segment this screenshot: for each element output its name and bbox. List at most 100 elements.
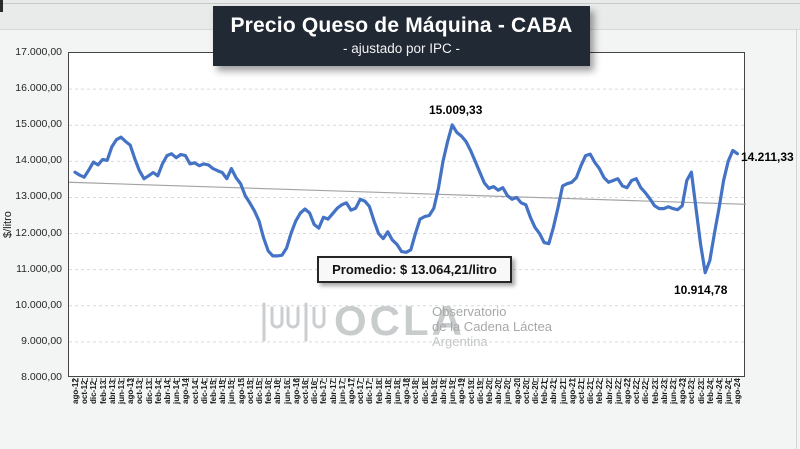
- x-axis-tick-label: dic-13: [144, 380, 154, 404]
- x-axis-tick-label: dic-20: [531, 380, 540, 404]
- x-axis-tick-label: oct-17: [356, 380, 366, 404]
- y-axis-tick-label: 10.000,00: [15, 298, 62, 311]
- y-axis-tick-label: 8.000,00: [21, 371, 62, 383]
- ocla-acronym: OCLA: [334, 297, 465, 344]
- x-axis-tick-label: oct-12: [80, 380, 90, 404]
- average-callout-text: Promedio: $ 13.064,21/litro: [332, 262, 497, 277]
- x-axis-tick-label: ago-22: [623, 378, 632, 404]
- x-axis-tick-label: oct-20: [521, 380, 531, 404]
- x-axis-tick-label: abr-15: [218, 379, 228, 404]
- x-axis-tick-label: jun-23: [669, 380, 678, 404]
- x-axis-tick-label: dic-22: [641, 380, 651, 404]
- x-axis-tick-label: dic-21: [586, 380, 596, 404]
- x-axis-tick-label: jun-17: [337, 380, 347, 404]
- x-axis-tick-label: ago-19: [457, 378, 467, 404]
- x-axis-tick-label: feb-14: [153, 380, 163, 404]
- x-axis-tick-label: feb-24: [705, 380, 715, 404]
- y-axis-tick-label: 13.000,00: [15, 190, 62, 203]
- x-axis-tick-label: abr-22: [604, 379, 614, 404]
- x-axis-tick-label: dic-18: [420, 380, 430, 404]
- y-axis-tick-label: 17.000,00: [15, 46, 62, 58]
- right-edge-line: [796, 30, 797, 449]
- x-axis-tick-label: feb-17: [319, 380, 329, 404]
- x-axis-tick-label: feb-20: [485, 380, 494, 404]
- x-axis-tick-label: oct-18: [411, 380, 421, 404]
- x-axis-tick-label: feb-18: [374, 380, 384, 404]
- x-axis-tick-label: feb-16: [264, 380, 274, 404]
- ocla-caption: Observatorio de la Cadena Láctea Argenti…: [432, 304, 552, 349]
- top-edge-line: [0, 3, 800, 4]
- x-axis-tick-label: abr-23: [659, 379, 669, 404]
- x-axis-tick-label: ago-14: [181, 378, 191, 404]
- x-axis-tick-label: jun-15: [227, 380, 237, 404]
- y-axis-tick-label: 12.000,00: [15, 226, 62, 239]
- y-axis-tick-label: 14.000,00: [15, 154, 62, 167]
- x-axis-tick-label: oct-21: [577, 380, 586, 404]
- x-axis-tick-label: abr-24: [715, 379, 724, 404]
- x-axis-tick-label: oct-16: [301, 380, 310, 404]
- x-axis-tick-label: oct-14: [190, 380, 200, 404]
- corner-artifact: [0, 0, 3, 12]
- chart-title: Precio Queso de Máquina - CABA: [230, 14, 573, 37]
- ocla-caption-line3: Argentina: [432, 334, 488, 349]
- min-value-label: 10.914,78: [674, 283, 728, 297]
- y-axis-tick-label: 16.000,00: [15, 82, 62, 95]
- x-axis-tick-label: abr-16: [273, 379, 283, 404]
- x-axis-tick-label: jun-18: [393, 380, 402, 404]
- x-axis-tick-label: feb-19: [429, 380, 439, 404]
- x-axis-tick-label: abr-20: [494, 379, 504, 404]
- x-axis-tick-marks: [73, 378, 737, 382]
- x-axis-tick-label: feb-13: [98, 380, 108, 404]
- x-axis-tick-label: oct-23: [687, 380, 697, 404]
- x-axis-tick-label: oct-13: [135, 380, 145, 404]
- x-axis-tick-label: jun-16: [282, 380, 292, 404]
- x-axis-tick-label: abr-14: [163, 379, 172, 404]
- x-axis-tick-label: ago-17: [347, 378, 356, 404]
- x-axis-tick-label: abr-13: [107, 379, 117, 404]
- x-axis-tick-label: jun-14: [172, 380, 182, 404]
- chart-title-box: Precio Queso de Máquina - CABA - ajustad…: [213, 6, 590, 66]
- x-axis-tick-label: abr-17: [328, 379, 338, 404]
- ocla-caption-line1: Observatorio: [432, 304, 507, 319]
- x-axis-tick-label: abr-19: [439, 379, 448, 404]
- x-axis-tick-label: ago-16: [291, 378, 301, 404]
- x-axis-tick-label: dic-14: [199, 380, 209, 404]
- average-callout-box: Promedio: $ 13.064,21/litro: [317, 256, 512, 283]
- ocla-watermark: OCLA Observatorio de la Cadena Láctea Ar…: [260, 298, 560, 354]
- x-axis-tick-label: ago-12: [71, 378, 80, 404]
- y-axis-tick-label: 15.000,00: [15, 118, 62, 131]
- x-axis-tick-label: ago-23: [678, 378, 688, 404]
- y-axis-tick-label: 11.000,00: [16, 262, 62, 275]
- x-axis-tick-label: jun-21: [558, 380, 568, 404]
- x-axis-tick-label: dic-12: [89, 380, 99, 404]
- price-line: [73, 123, 740, 275]
- x-axis-tick-label: ago-15: [236, 378, 246, 404]
- ocla-logo-icon: [262, 302, 326, 342]
- chart-subtitle: - ajustado por IPC -: [342, 41, 461, 56]
- max-value-label: 15.009,33: [429, 103, 483, 117]
- x-axis-tick-label: ago-18: [402, 378, 412, 404]
- last-value-label: 14.211,33: [741, 150, 794, 164]
- x-axis-tick-label: dic-15: [255, 380, 264, 404]
- x-axis-tick-label: ago-21: [567, 378, 577, 404]
- x-axis-tick-label: oct-22: [632, 380, 642, 404]
- x-axis-tick-label: abr-21: [549, 379, 559, 404]
- x-axis-tick-label: dic-19: [475, 380, 485, 404]
- x-axis-tick-label: feb-21: [540, 380, 550, 404]
- y-axis-tick-label: 9.000,00: [21, 334, 62, 347]
- x-axis-tick-label: ago-13: [126, 378, 136, 404]
- x-axis-tick-label: oct-15: [245, 380, 255, 404]
- x-axis-tick-label: ago-24: [733, 378, 743, 404]
- x-axis-tick-label: abr-18: [383, 379, 393, 404]
- x-axis-tick-label: jun-24: [724, 380, 734, 404]
- x-axis-tick-label: feb-23: [650, 380, 660, 404]
- x-axis-tick-label: jun-19: [448, 380, 458, 404]
- x-axis-tick-label: oct-19: [466, 380, 476, 404]
- x-axis-tick-label: dic-17: [365, 380, 375, 404]
- x-axis-tick-label: feb-15: [209, 380, 218, 404]
- x-axis-tick-label: jun-13: [117, 380, 126, 404]
- x-axis-tick-label: jun-20: [503, 380, 513, 404]
- x-axis-tick-label: dic-16: [310, 380, 320, 404]
- x-axis-tick-label: ago-20: [512, 378, 522, 404]
